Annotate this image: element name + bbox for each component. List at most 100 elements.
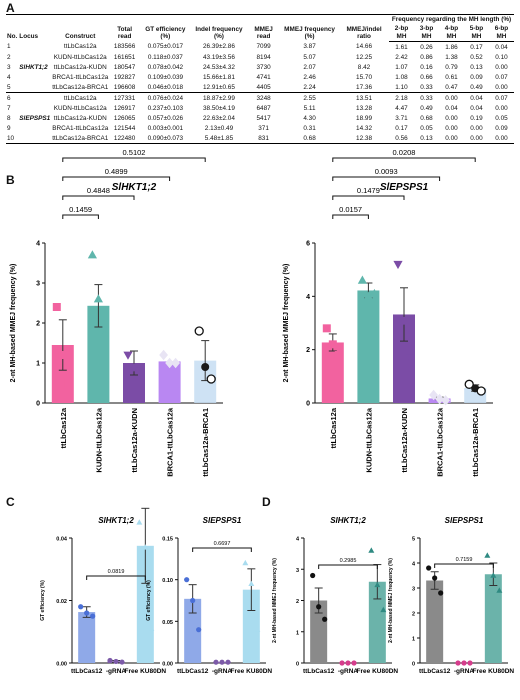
data-point (148, 625, 155, 631)
y-tick-label: 0 (306, 401, 310, 408)
table-cell: 4 (7, 73, 11, 81)
p-value-label: 0.2985 (340, 558, 357, 564)
table-cell: 0.075±0.017 (147, 43, 184, 51)
data-point (316, 604, 322, 610)
table-cell: 371 (258, 124, 269, 132)
data-point (225, 659, 231, 665)
p-value-label: 0.0093 (375, 167, 398, 176)
y-tick-label: 0.04 (56, 537, 68, 543)
x-tick-label: Free KU80DN (231, 668, 273, 675)
header-no: No. (6, 13, 19, 42)
data-point (476, 386, 486, 396)
header-mh-5: 5-bp MH (463, 24, 489, 43)
table-cell: KUDN-ttLbCas12a (53, 104, 107, 112)
x-tick-label: KUDN-ttLbCas12a (364, 407, 373, 472)
data-point (455, 660, 461, 666)
chart-title: SlEPSPS1 (445, 516, 484, 525)
data-point (334, 351, 343, 359)
table-row: 7 KUDN-ttLbCas12a 126917 0.237±0.103 38.50±4… (6, 103, 514, 113)
table-cell: 0.16 (420, 63, 433, 71)
table-cell: 183566 (113, 43, 136, 51)
data-point (213, 659, 219, 665)
y-tick-label: 6 (306, 241, 310, 248)
data-point (165, 357, 174, 369)
data-point (93, 294, 103, 303)
x-tick-label: -gRNA (106, 668, 127, 675)
chart-title: SlHKT1;2 (112, 182, 157, 193)
data-point (369, 288, 379, 298)
data-point (399, 316, 409, 326)
significance-bracket (192, 547, 252, 552)
table-cell: 0.33 (420, 94, 433, 102)
y-tick-label: 0.10 (162, 578, 173, 584)
table-cell: 0.07 (495, 94, 508, 102)
data-point (393, 260, 403, 270)
table-cell: 15.66±1.81 (202, 73, 235, 81)
table-cell: 0.09 (470, 73, 483, 81)
data-point (248, 580, 255, 587)
bar (368, 581, 386, 663)
table-cell: BRCA1-ttLbCas12a (52, 73, 109, 81)
x-tick-label: ttLbCas12a-KUDN (400, 408, 409, 473)
header-gt: GT efficiency (%) (139, 13, 191, 42)
y-tick-label: 0.05 (162, 620, 173, 626)
table-cell: 0.00 (438, 133, 464, 145)
table-cell: 5417 (256, 114, 271, 122)
table-cell: 2.13±0.49 (204, 124, 234, 132)
table-cell: 0.05 (495, 114, 508, 122)
y-tick-label: 0.00 (56, 662, 67, 668)
table-cell: ttLbCas12a-BRCA1 (51, 82, 110, 94)
table-cell: 5 (6, 82, 19, 94)
y-tick-label: 0 (412, 662, 415, 668)
y-tick-label: 0.15 (162, 537, 173, 543)
table-cell: ttLbCas12a-KUDN (53, 114, 107, 122)
p-value-label: 0.0819 (108, 569, 125, 575)
y-tick-label: 0.00 (162, 662, 173, 668)
table-cell: 8.42 (357, 63, 371, 71)
table-cell: 7099 (256, 43, 271, 51)
table-cell: 1 (7, 43, 11, 51)
table-cell: 12.91±0.65 (190, 82, 248, 94)
table-cell: 18.87±2.99 (202, 94, 235, 102)
table-cell: 0.49 (420, 104, 433, 112)
data-point (310, 572, 316, 579)
data-point (87, 250, 97, 259)
significance-bracket (86, 575, 146, 580)
table-cell: 22.63±2.04 (202, 114, 235, 122)
panel-label-c: C (6, 495, 15, 509)
significance-bracket (332, 157, 476, 162)
chart-title: SlHKT1;2 (330, 516, 366, 525)
data-point (380, 606, 387, 613)
table-cell: ttLbCas12a-KUDN (53, 63, 107, 71)
table-cell: 0.05 (420, 124, 433, 132)
table-cell: 0.52 (470, 53, 483, 61)
y-tick-label: 3 (296, 568, 299, 574)
table-cell: 0.00 (488, 82, 514, 94)
table-row: 3 SlHKT1;2 ttLbCas12a-KUDN 180547 0.078±0.04… (6, 62, 514, 72)
table-cell: ttLbCas12a (63, 43, 97, 51)
data-point (429, 389, 438, 401)
chart-1: SlEPSPS1 0 2 4 6 2-nt MH-based MMEJ frequency… (283, 148, 493, 477)
data-point (405, 354, 415, 363)
data-point (119, 659, 125, 665)
table-cell: 1.38 (445, 53, 458, 61)
table-cell: 0.68 (280, 133, 340, 145)
bar (310, 600, 328, 663)
table-cell: 8194 (256, 53, 271, 61)
table-row: 1 ttLbCas12a 183566 0.075±0.017 26.39±2.86 70… (6, 42, 514, 53)
table-cell: 0.04 (445, 104, 458, 112)
table-row: 2 KUDN-ttLbCas12a 161651 0.118±0.037 43.19±3… (6, 52, 514, 62)
data-point (357, 275, 367, 284)
table-cell: 4741 (256, 73, 271, 81)
data-point (438, 590, 444, 596)
header-mh-2: 2-bp MH (389, 24, 415, 43)
data-point (328, 340, 337, 349)
table-cell: 3 (7, 63, 11, 71)
y-tick-label: 4 (36, 241, 40, 248)
y-tick-label: 0 (296, 662, 299, 668)
locus-cell (18, 133, 52, 145)
table-cell: 196608 (109, 82, 140, 94)
y-axis-label: GT efficiency (%) (146, 580, 152, 621)
table-row: 6 ttLbCas12a 127331 0.076±0.024 18.87±2.99 32… (6, 93, 514, 104)
table-cell: KUDN-ttLbCas12a (53, 53, 107, 61)
